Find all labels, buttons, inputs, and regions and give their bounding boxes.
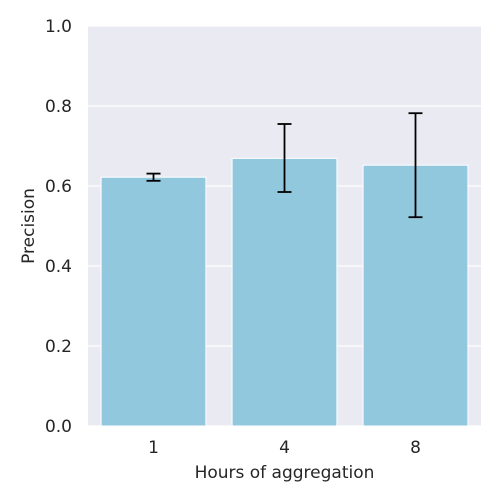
error-bar-4: [277, 123, 292, 193]
y-axis-ticks: 0.0 0.2 0.4 0.6 0.8 1.0: [45, 17, 72, 437]
x-axis-ticks: 1 4 8: [148, 438, 421, 458]
x-tick-label: 1: [148, 438, 159, 458]
bars: [100, 157, 469, 427]
x-tick-label: 4: [279, 438, 290, 458]
x-axis-label: Hours of aggregation: [195, 463, 375, 483]
y-tick-label: 0.0: [45, 417, 72, 437]
bar-1: [100, 176, 207, 427]
y-tick-label: 1.0: [45, 17, 72, 37]
y-axis-label: Precision: [19, 188, 39, 264]
y-tick-label: 0.6: [45, 177, 72, 197]
x-tick-label: 8: [410, 438, 421, 458]
bar-4: [231, 157, 338, 427]
error-bars: [146, 112, 423, 219]
error-bar-1: [146, 172, 161, 182]
error-bar-8: [408, 112, 423, 219]
y-tick-label: 0.2: [45, 337, 72, 357]
y-tick-label: 0.8: [45, 97, 72, 117]
y-tick-label: 0.4: [45, 257, 72, 277]
